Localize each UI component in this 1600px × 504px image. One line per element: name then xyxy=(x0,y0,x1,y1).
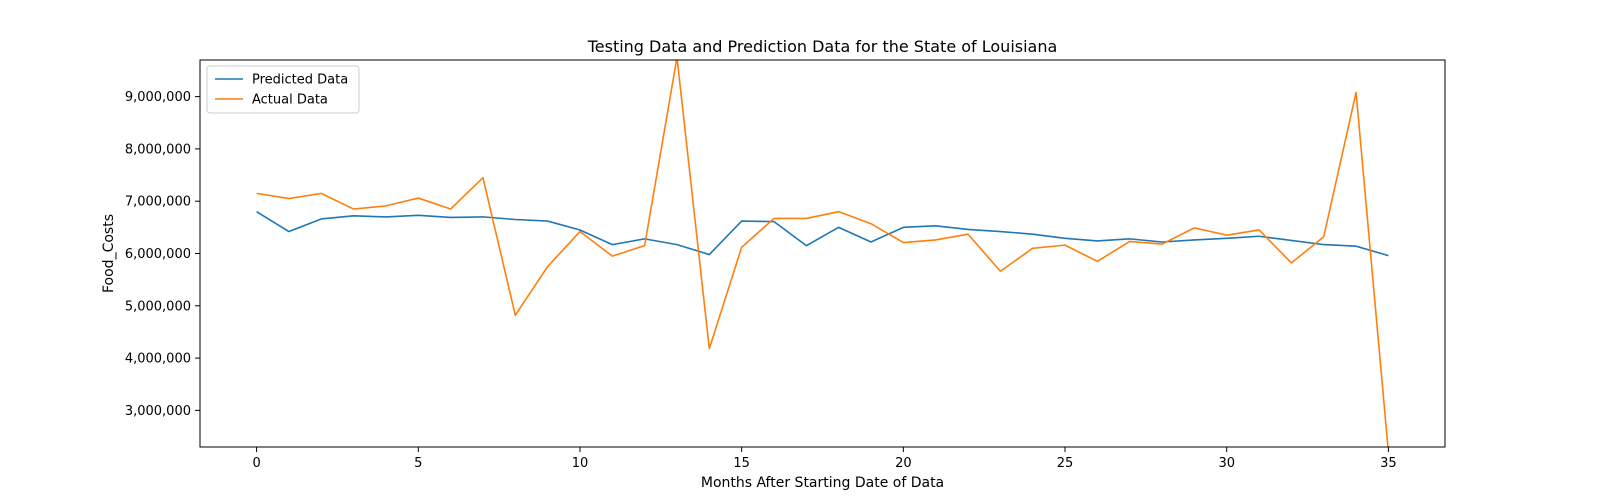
y-axis-label: Food_Costs xyxy=(101,214,117,293)
x-tick-label: 5 xyxy=(414,456,422,471)
x-tick-label: 20 xyxy=(895,456,912,471)
x-tick-label: 35 xyxy=(1380,456,1397,471)
x-tick-label: 15 xyxy=(733,456,750,471)
series-layer xyxy=(256,60,1389,447)
y-tick-label: 9,000,000 xyxy=(125,90,191,105)
x-tick-label: 25 xyxy=(1057,456,1074,471)
x-tick-label: 30 xyxy=(1218,456,1235,471)
y-tick-label: 5,000,000 xyxy=(125,299,191,314)
series-line-actual xyxy=(256,60,1389,447)
x-axis-ticks: 0 5 10 15 20 25 30 35 xyxy=(252,447,1397,471)
series-line-predicted xyxy=(256,210,1389,257)
y-axis-ticks: 3,000,000 4,000,000 5,000,000 6,000,000 7,00… xyxy=(125,90,200,419)
chart-title: Testing Data and Prediction Data for the… xyxy=(587,37,1058,56)
y-tick-label: 6,000,000 xyxy=(125,247,191,262)
y-tick-label: 7,000,000 xyxy=(125,195,191,210)
legend: Predicted Data Actual Data xyxy=(206,65,360,114)
x-tick-label: 10 xyxy=(572,456,589,471)
legend-label: Actual Data xyxy=(252,93,328,108)
x-axis-label: Months After Starting Date of Data xyxy=(701,475,944,491)
y-tick-label: 3,000,000 xyxy=(125,404,191,419)
legend-label: Predicted Data xyxy=(252,73,348,88)
plot-area-frame xyxy=(199,59,1446,448)
x-tick-label: 0 xyxy=(252,456,260,471)
y-tick-label: 8,000,000 xyxy=(125,142,191,157)
legend-box xyxy=(206,65,360,114)
y-tick-label: 4,000,000 xyxy=(125,352,191,367)
